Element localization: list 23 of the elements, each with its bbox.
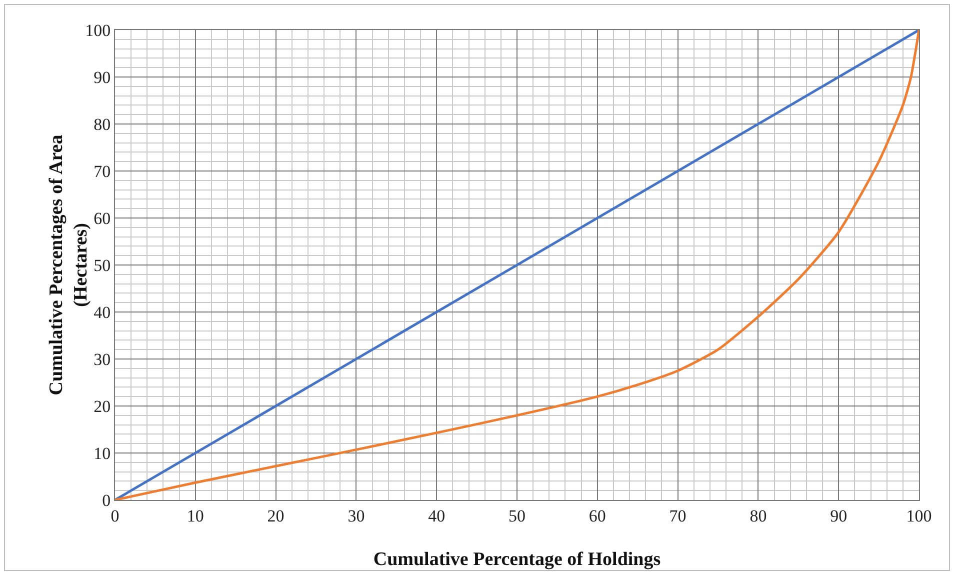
x-tick-label: 30 <box>348 506 365 526</box>
x-tick-label: 80 <box>750 506 767 526</box>
x-tick-label: 10 <box>186 506 204 526</box>
x-tick-label: 50 <box>508 506 526 526</box>
y-axis-title: Cumulative Percentages of Area (Hectares) <box>46 134 92 396</box>
x-tick-label: 100 <box>906 506 932 526</box>
y-tick-label: 90 <box>94 68 111 87</box>
y-tick-label: 0 <box>102 490 111 510</box>
y-tick-label: 80 <box>94 114 111 134</box>
y-tick-label: 100 <box>85 20 111 40</box>
y-tick-label: 60 <box>94 208 111 228</box>
x-tick-label: 70 <box>669 506 686 526</box>
x-axis-title: Cumulative Percentage of Holdings <box>373 549 661 570</box>
x-tick-label: 90 <box>830 506 848 526</box>
x-tick-label: 60 <box>588 506 606 526</box>
y-tick-label: 70 <box>94 162 111 181</box>
y-tick-label: 50 <box>94 256 111 275</box>
y-tick-label: 30 <box>94 350 111 369</box>
y-tick-label: 20 <box>94 396 111 416</box>
x-tick-label: 20 <box>267 506 284 526</box>
y-tick-label: 40 <box>94 302 111 322</box>
y-tick-label: 10 <box>94 444 111 463</box>
x-tick-label: 40 <box>428 506 446 526</box>
